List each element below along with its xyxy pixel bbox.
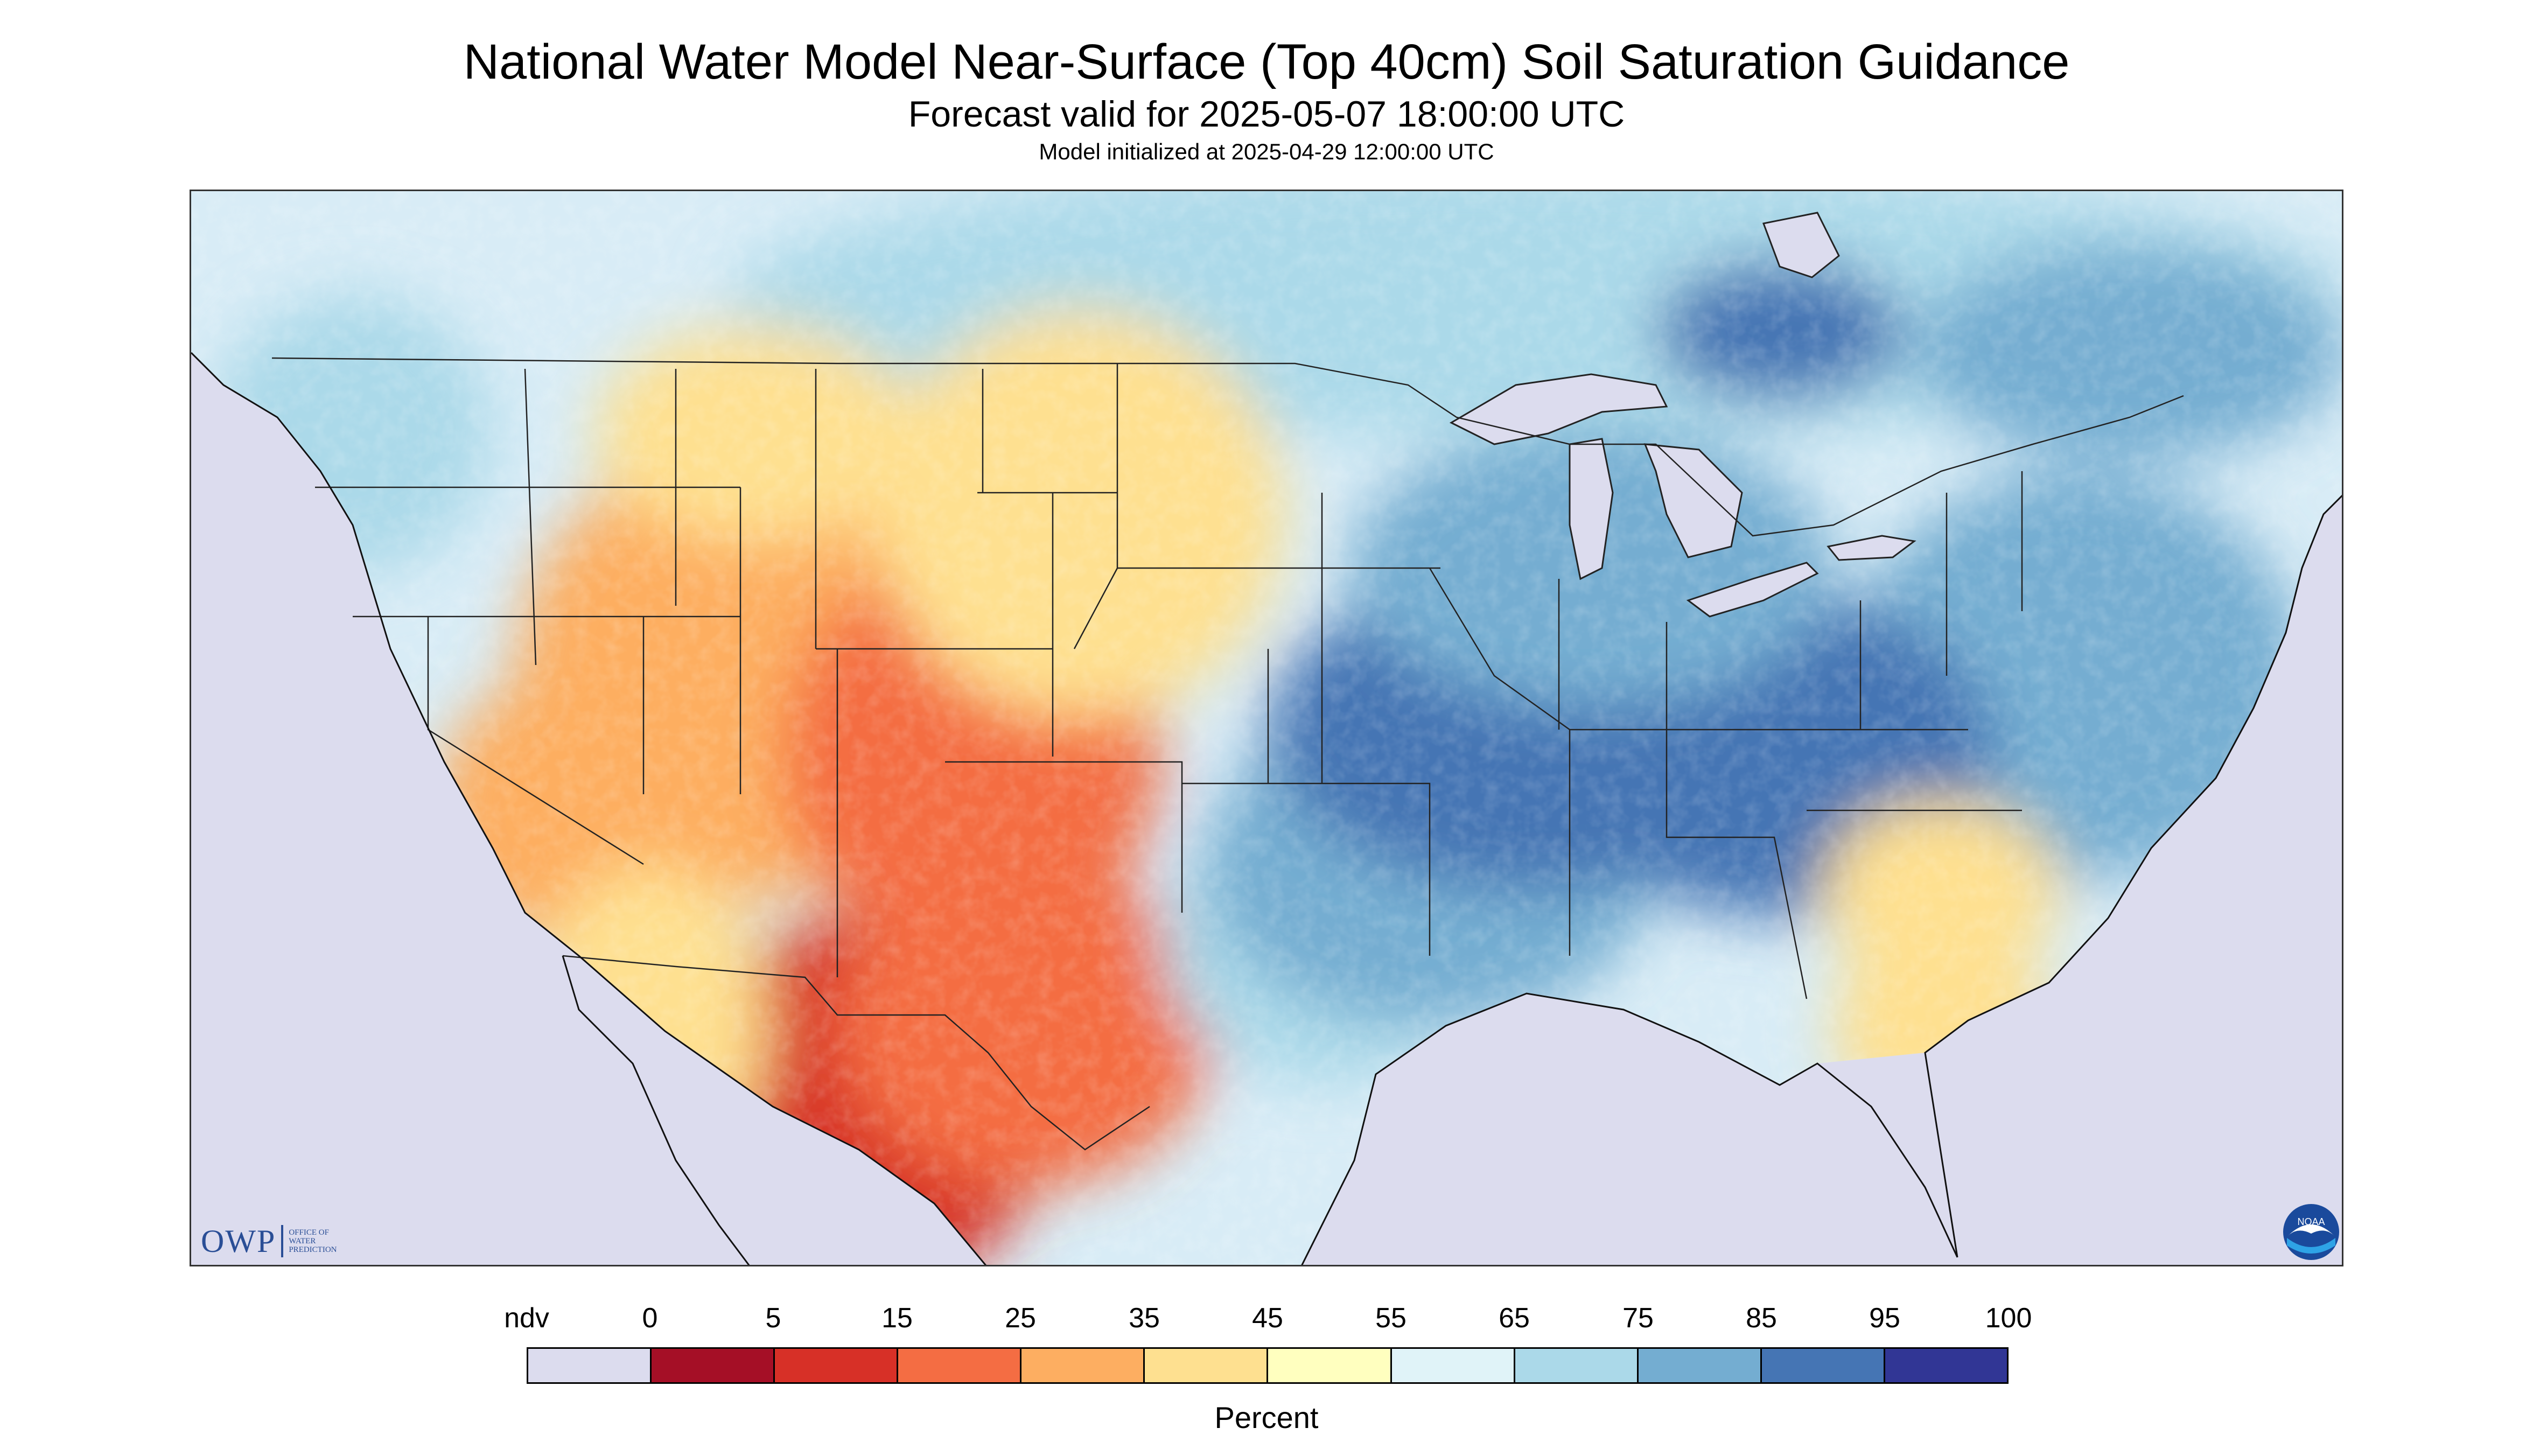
legend-label-35: 35 xyxy=(1129,1303,1160,1334)
legend-label-45: 45 xyxy=(1252,1303,1283,1334)
owp-logo-subtext: OFFICE OF WATER PREDICTION xyxy=(289,1228,337,1254)
legend-swatch-15-25 xyxy=(898,1349,1022,1382)
border-central xyxy=(1117,493,1440,956)
legend-swatch-45-55 xyxy=(1268,1349,1392,1382)
noaa-logo-bird xyxy=(2288,1224,2334,1236)
legend-label-65: 65 xyxy=(1499,1303,1530,1334)
legend-swatch-ndv xyxy=(528,1349,652,1382)
legend-swatch-0-5 xyxy=(652,1349,775,1382)
hudson-bay-edge xyxy=(1762,212,1840,278)
legend-swatch-25-35 xyxy=(1021,1349,1145,1382)
legend-swatch-5-15 xyxy=(775,1349,899,1382)
lake-michigan xyxy=(1569,438,1614,580)
legend-label-55: 55 xyxy=(1375,1303,1407,1334)
lake-superior xyxy=(1449,373,1668,445)
legend-label-85: 85 xyxy=(1746,1303,1777,1334)
legend-label-15: 15 xyxy=(881,1303,913,1334)
legend-label-100: 100 xyxy=(1985,1303,2032,1334)
legend-label-0: 0 xyxy=(642,1303,658,1334)
noaa-logo-icon: NOAA xyxy=(2283,1204,2339,1260)
canada-border xyxy=(271,357,2184,537)
legend-label-25: 25 xyxy=(1005,1303,1036,1334)
legend-unit-label: Percent xyxy=(1214,1401,1319,1434)
owp-logo-word: OWP xyxy=(201,1223,276,1259)
border-east xyxy=(1570,471,2023,811)
forecast-valid-time: Forecast valid for 2025-05-07 18:00:00 U… xyxy=(908,94,1625,135)
nodata-wedge-left xyxy=(191,579,470,1265)
atlantic-coast xyxy=(1924,494,2342,1258)
map-title: National Water Model Near-Surface (Top 4… xyxy=(463,34,2070,89)
model-init-time: Model initialized at 2025-04-29 12:00:00… xyxy=(1039,139,1494,164)
noaa-logo-text: NOAA xyxy=(2297,1216,2325,1227)
gulf-coast xyxy=(1301,992,1958,1265)
legend-label-95: 95 xyxy=(1869,1303,1900,1334)
great-lakes xyxy=(1449,212,1916,618)
border-nw xyxy=(315,368,741,794)
map-canvas xyxy=(191,191,2342,1265)
legend-swatch-55-65 xyxy=(1391,1349,1515,1382)
legend-swatch-95-100 xyxy=(1885,1349,2007,1382)
pacific-coast xyxy=(191,352,986,1265)
legend-label-75: 75 xyxy=(1622,1303,1654,1334)
nodata-wedge-right xyxy=(2066,503,2342,1265)
coastlines xyxy=(191,352,2342,1265)
lake-erie xyxy=(1686,562,1819,618)
legend-swatch-85-95 xyxy=(1761,1349,1885,1382)
state-borders xyxy=(271,357,2184,1151)
baja-gulf xyxy=(562,955,750,1265)
noaa-logo-water xyxy=(2287,1238,2335,1254)
soil-saturation-map[interactable]: OWP OFFICE OF WATER PREDICTION NOAA xyxy=(190,190,2343,1266)
border-rockies xyxy=(815,369,1117,977)
lake-ontario xyxy=(1827,535,1916,561)
legend-swatch-65-75 xyxy=(1515,1349,1639,1382)
legend-swatch-35-45 xyxy=(1145,1349,1269,1382)
legend-labels: ndv 0 5 15 25 35 45 55 65 75 85 95 100 xyxy=(0,1302,2533,1340)
lake-huron xyxy=(1643,443,1743,558)
owp-logo: OWP OFFICE OF WATER PREDICTION xyxy=(201,1222,348,1260)
legend-label-5: 5 xyxy=(765,1303,781,1334)
legend-colorbar xyxy=(527,1347,2009,1384)
mexico-border xyxy=(562,955,1150,1151)
owp-logo-divider xyxy=(281,1225,284,1257)
legend-label-ndv: ndv xyxy=(504,1303,549,1334)
legend-swatch-75-85 xyxy=(1638,1349,1762,1382)
